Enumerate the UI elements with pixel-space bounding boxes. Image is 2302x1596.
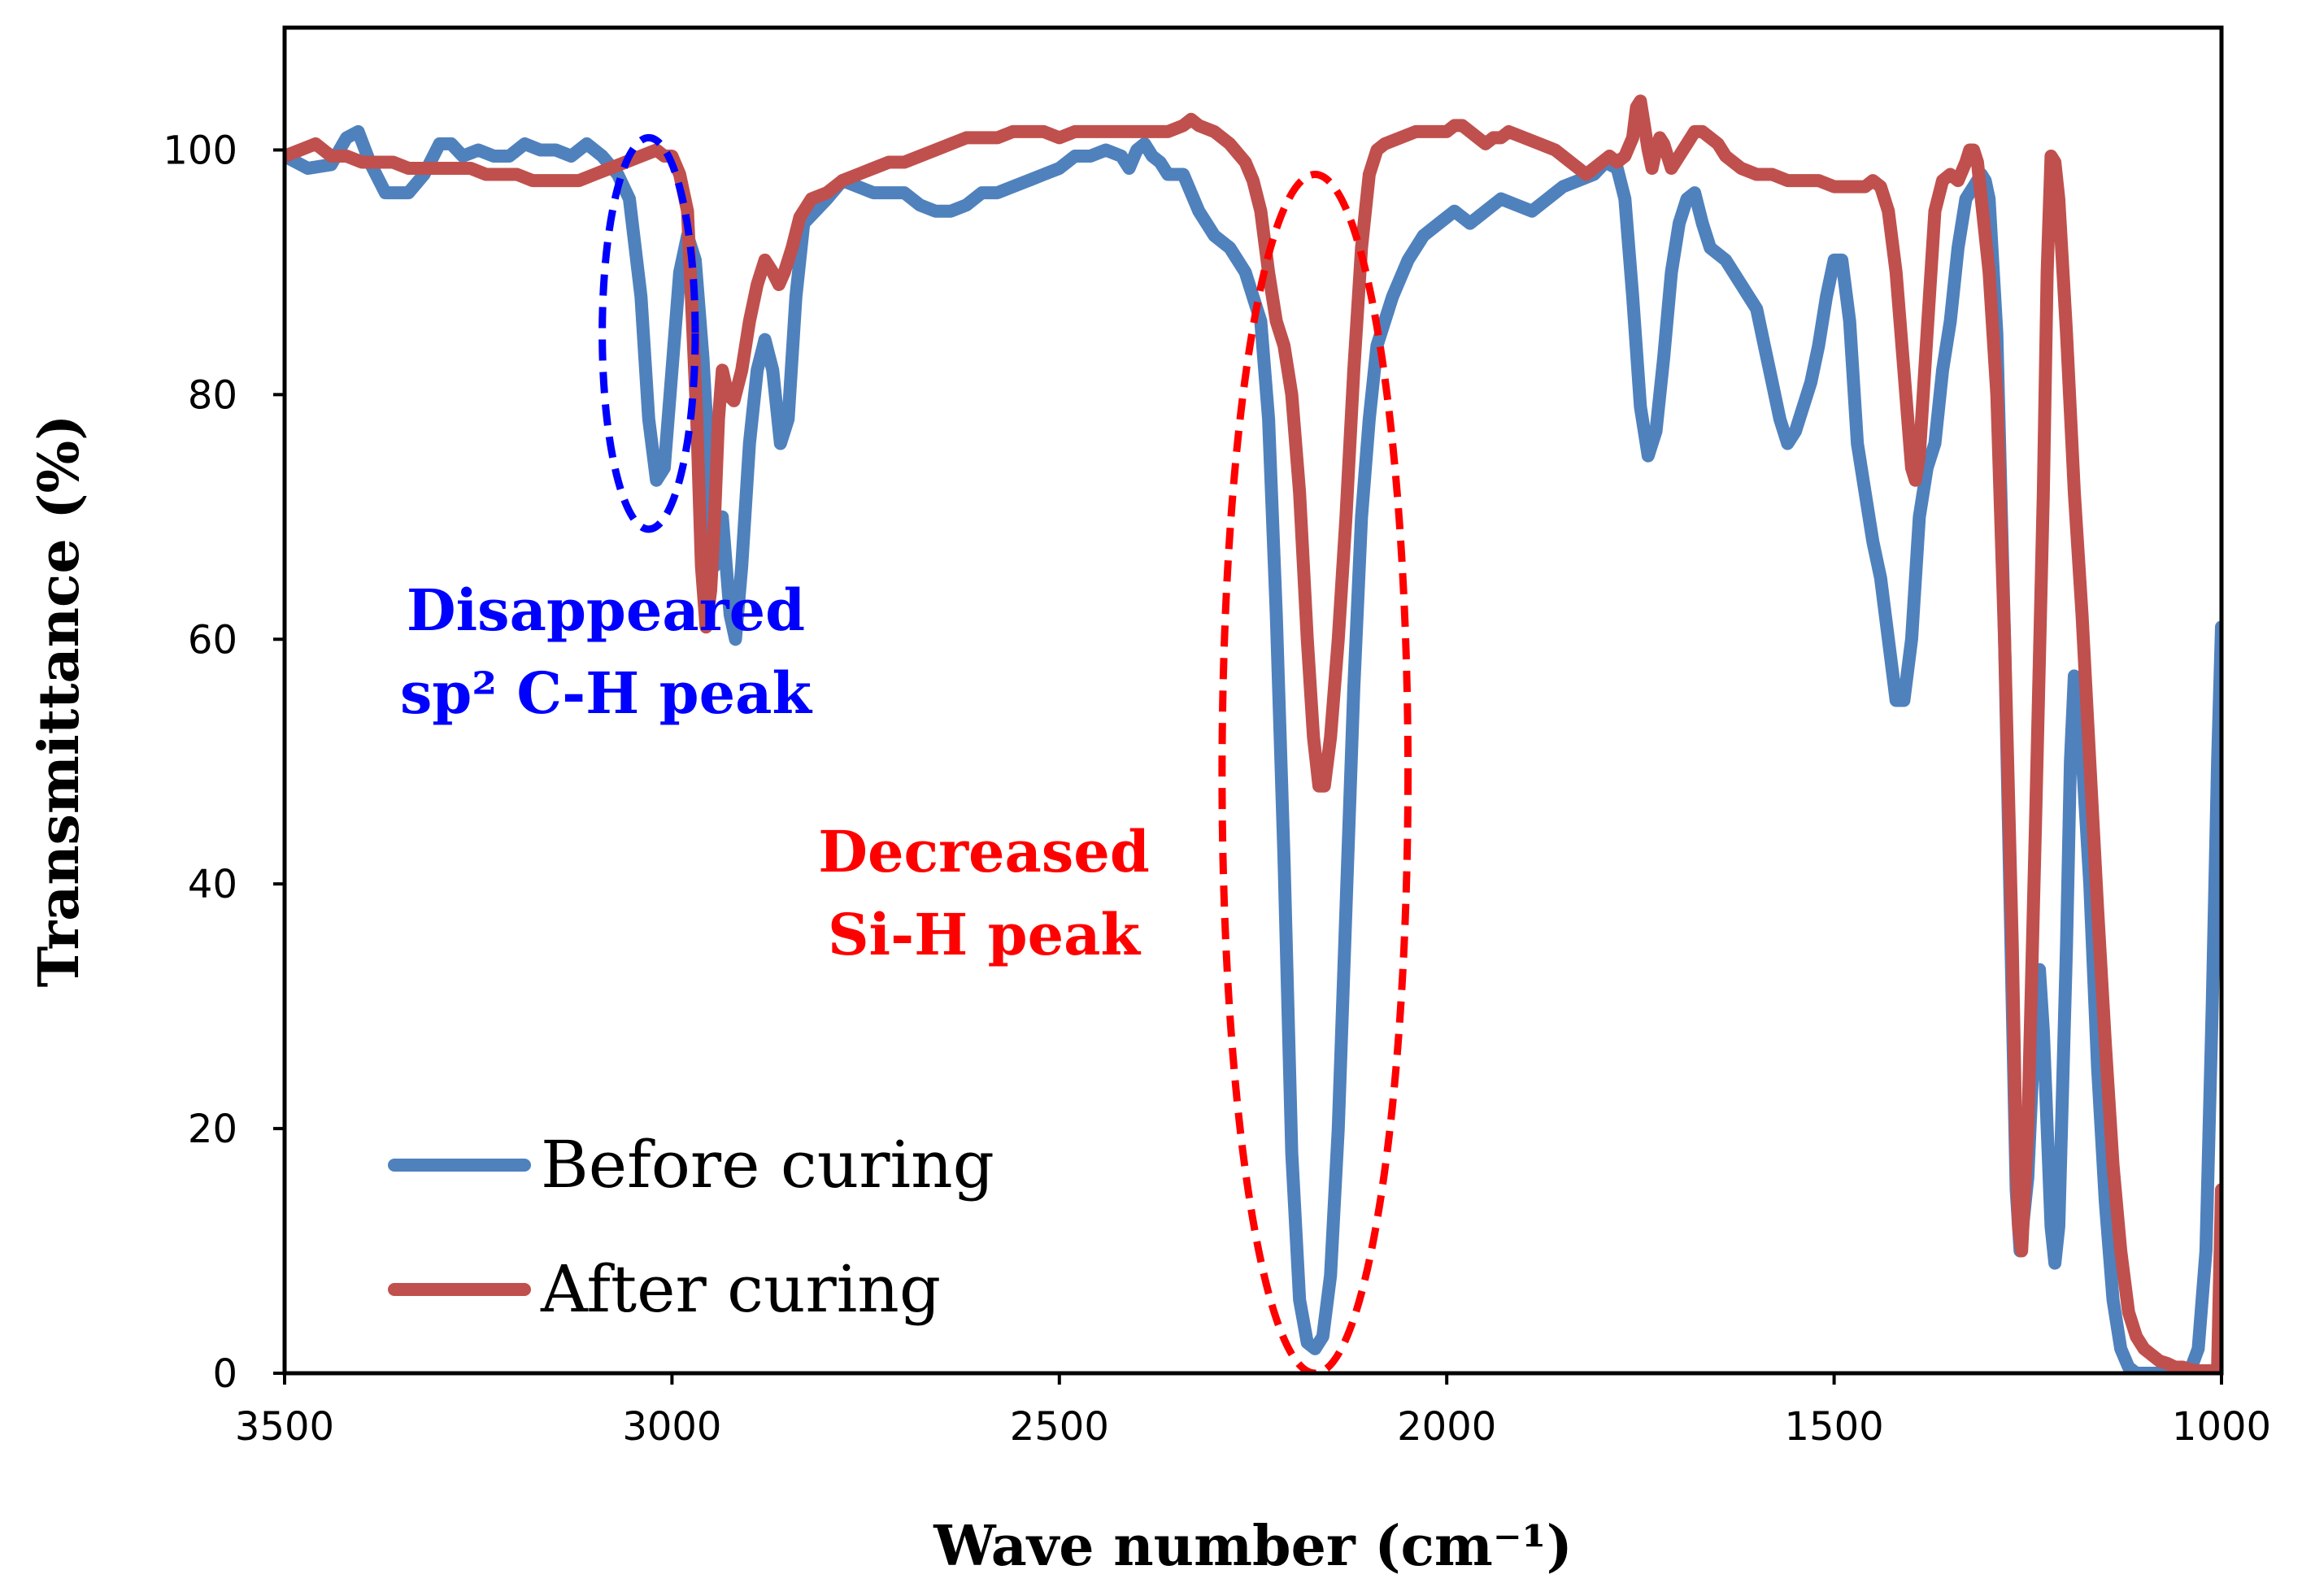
annotation-text-layer: Disappeared sp² C-H peak Decreased Si-H pea… [400, 576, 1150, 968]
y-axis-ticks: 0 20 40 60 80 100 [163, 128, 285, 1397]
y-axis-title: Transmittance (%) [27, 415, 92, 988]
annotation-ellipse-sih [1218, 171, 1412, 1373]
x-tick-label: 2000 [1397, 1404, 1496, 1450]
x-tick-label: 1500 [1785, 1404, 1884, 1450]
annotation-label-sp2: Disappeared [407, 576, 805, 644]
y-tick-label: 20 [188, 1107, 237, 1152]
y-tick-label: 40 [188, 862, 237, 907]
y-tick-label: 0 [212, 1351, 237, 1397]
x-tick-label: 3500 [235, 1404, 334, 1450]
x-tick-label: 3000 [622, 1404, 721, 1450]
plot-frame [282, 25, 2224, 1376]
annotation-label-sih: Si-H peak [828, 901, 1142, 968]
x-axis-ticks: 3500 3000 2500 2000 1500 1000 [235, 1373, 2271, 1450]
x-tick-label: 2500 [1010, 1404, 1109, 1450]
annotation-label-sp2: sp² C-H peak [400, 659, 812, 727]
series-layer [285, 94, 2221, 1373]
annotation-label-sih: Decreased [818, 818, 1150, 885]
plot-content [285, 94, 2221, 1373]
annotation-ellipse-layer [598, 133, 1412, 1373]
x-axis-title: Wave number (cm⁻¹) [933, 1514, 1573, 1579]
y-tick-label: 80 [188, 372, 237, 418]
y-tick-label: 100 [163, 128, 237, 173]
series-line-after-curing [285, 94, 2221, 1373]
x-tick-label: 1000 [2172, 1404, 2271, 1450]
legend: Before curing After curing [388, 1127, 994, 1327]
y-tick-label: 60 [188, 617, 237, 663]
annotation-ellipse-sp2 [598, 133, 699, 533]
legend-label-after-curing: After curing [540, 1251, 941, 1327]
legend-label-before-curing: Before curing [541, 1127, 994, 1202]
